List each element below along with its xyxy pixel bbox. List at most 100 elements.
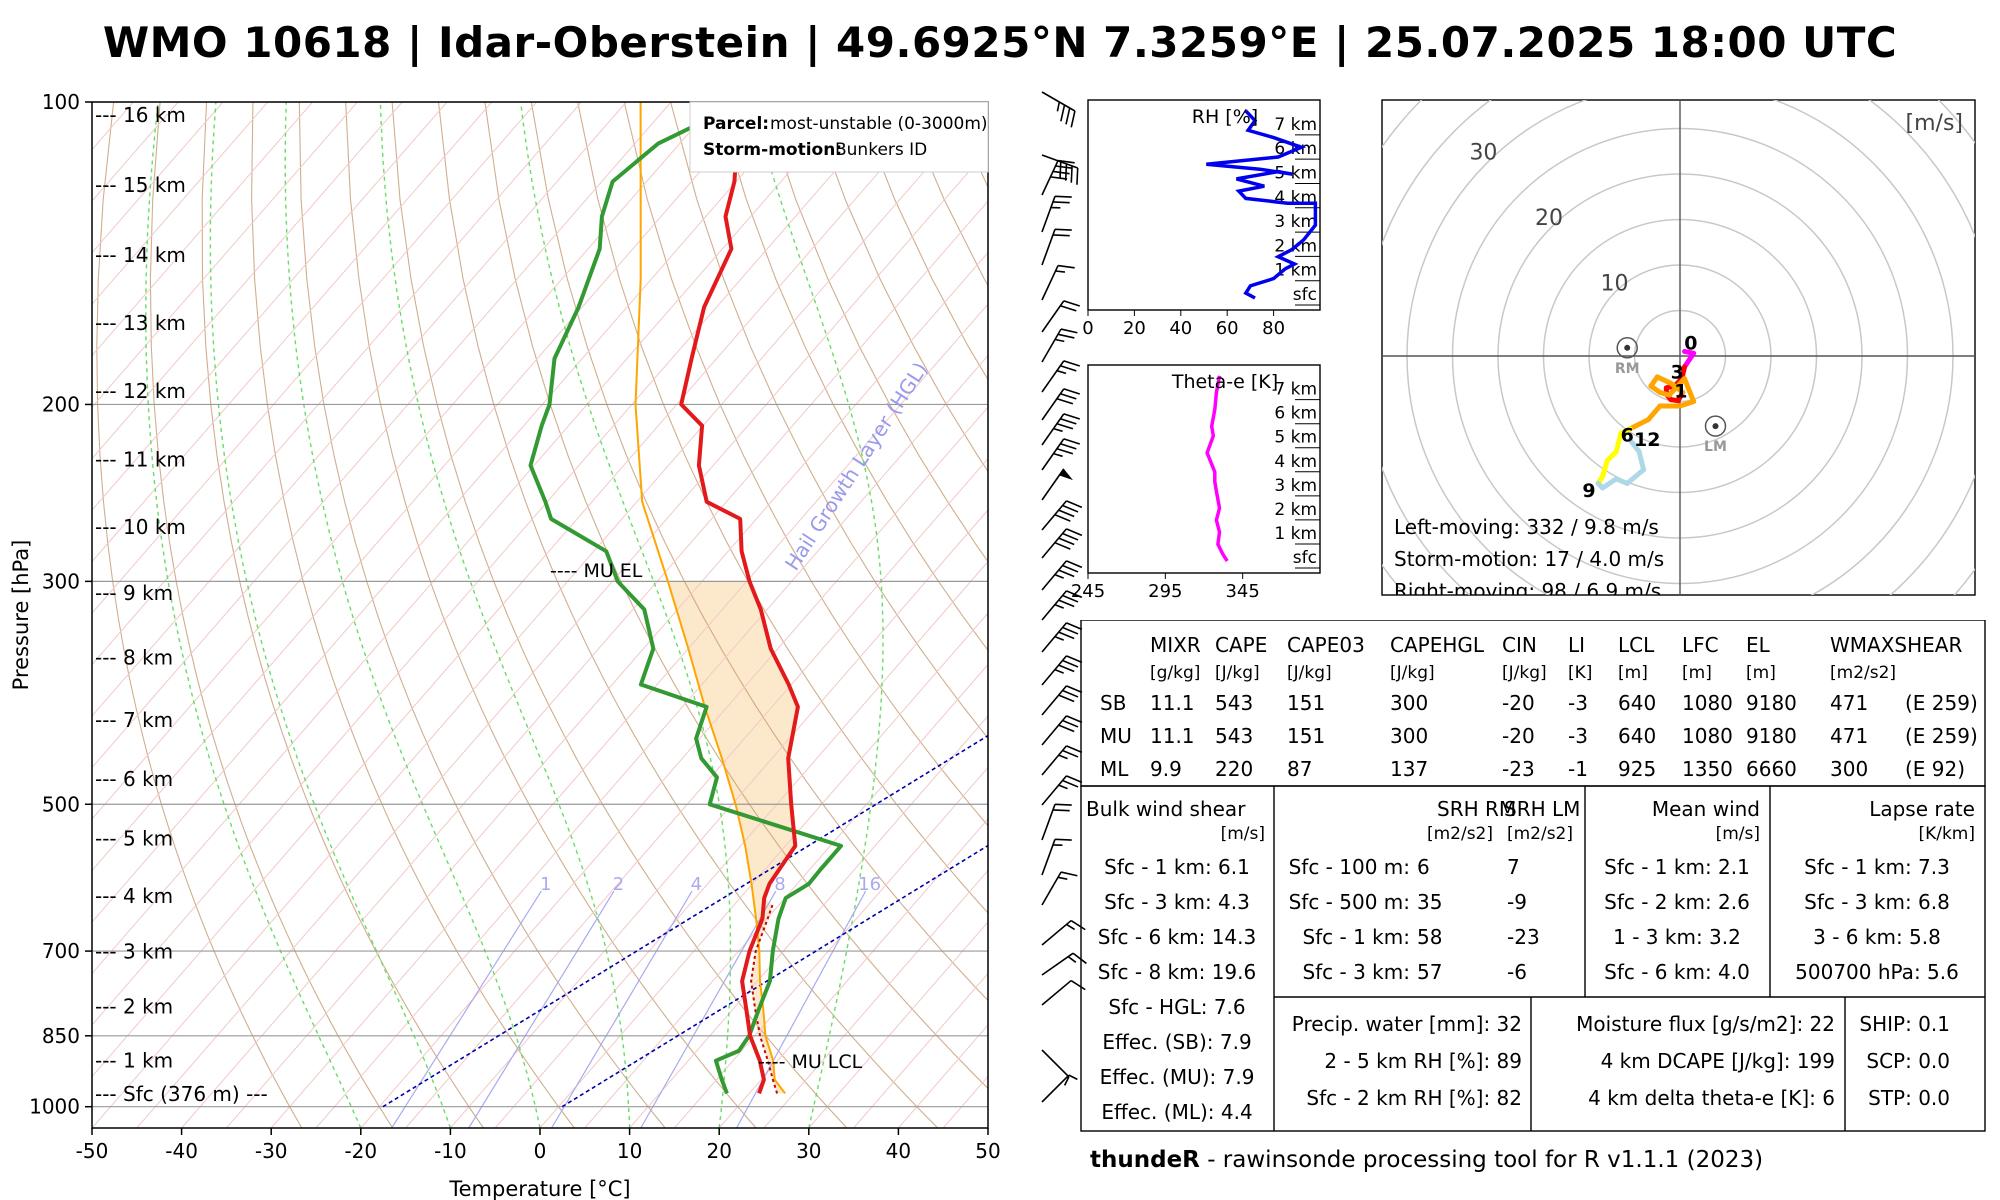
srh-lm-value: 7 [1507,855,1520,879]
mixing-ratio-label: 4 [691,874,702,895]
profile-height-label: 1 km [1274,524,1317,544]
x-tick-label: 10 [617,1139,642,1163]
barb-full [1056,397,1074,405]
barb-full [1052,170,1070,175]
params-header: MIXR [1150,633,1201,657]
hodograph-segment [1627,417,1651,432]
barb-full [1063,388,1081,395]
srh-lm-value: -23 [1507,925,1540,949]
srh-row-label: Sfc - 1 km: [1302,925,1410,949]
hodograph-ring-label: 40 [1404,80,1432,100]
storm-marker-ring [1704,415,1727,437]
params-cell: 300 [1830,757,1868,781]
wind-barb [1041,871,1078,906]
hodograph-height-mark: 0 [1684,332,1697,354]
barb-half [1056,101,1061,112]
profile-x-tick-label: 295 [1148,581,1182,602]
params-cell: 543 [1215,691,1253,715]
barb-full [1058,664,1075,673]
storm-motion-line: Storm-motion: 17 / 4.0 m/s [1394,547,1664,571]
moisture-row: Sfc - 2 km RH [%]: 82 [1306,1086,1522,1110]
profile-frame [1087,364,1321,574]
profile-height-label: sfc [1293,285,1317,305]
parameters-panel: MIXR CAPE CAPE03 CAPEHGL CIN LI LCL LFC EL WMAXSH… [1080,620,1986,1132]
isotherm [539,612,988,1128]
barb-full [1058,724,1075,733]
barb-full [1066,655,1083,664]
srh-lm-value: -6 [1507,960,1527,984]
barb-half [1058,784,1068,790]
flux-row: 4 km DCAPE [J/kg]: 199 [1601,1049,1835,1073]
barb-full [1054,228,1072,231]
barb-full [1066,590,1083,599]
barb-staff [1041,413,1065,446]
y-tick-label: 300 [42,569,80,593]
wind-barb [1041,979,1086,1006]
dry-adiabat [298,102,666,1128]
wind-barb [1041,919,1086,946]
barb-full [1062,719,1079,728]
mixing-ratio-label: 16 [858,874,881,895]
height-label: --- 7 km [95,708,173,732]
params-cell: -3 [1568,691,1588,715]
params-header: CAPE03 [1287,633,1365,657]
wind-barb [1041,228,1072,266]
barb-full [1066,528,1083,537]
hodograph-ring-label: 30 [1469,140,1497,165]
legend-storm-value: Bunkers ID [835,140,927,160]
barb-full [1056,447,1074,455]
params-cell: -23 [1502,757,1535,781]
isotherm [674,766,988,1128]
params-cell: 151 [1287,691,1325,715]
hodograph-ring-label: 20 [1535,206,1563,231]
isotherm [584,663,988,1128]
thetae-curve [1205,375,1229,562]
hodograph-plot: 10 20 30 40 [m/s] RM LM 0 13 6 12 9 Left-moving: 332… [1382,80,1975,595]
x-tick-label: 20 [706,1139,731,1163]
barb-full [1062,504,1079,513]
barb-full [1058,631,1075,640]
barb-full [1062,594,1079,603]
barb-full [1060,305,1077,312]
height-label: --- Sfc (376 m) --- [95,1082,268,1106]
indices-box [1080,785,1986,1132]
height-label: --- 10 km [95,515,186,539]
params-cell: (E 92) [1905,757,1965,781]
mean-wind-row: Sfc - 6 km: 4.0 [1604,960,1750,984]
wind-barb [1041,838,1072,876]
params-cell: 300 [1390,724,1428,748]
bulk-shear-row: Sfc - 1 km: 6.1 [1104,855,1250,879]
barb-full [1052,201,1070,204]
params-cell: 1080 [1682,724,1733,748]
params-cell: -20 [1502,724,1535,748]
x-tick-label: -20 [344,1139,377,1163]
barb-full [1060,871,1078,877]
params-unit: [J/kg] [1390,663,1435,683]
profile-height-label: 7 km [1274,380,1317,400]
barb-full [1062,749,1079,758]
params-cell: 9.9 [1150,757,1182,781]
profile-height-label: 3 km [1274,476,1317,496]
barb-full [1070,110,1076,128]
height-label: --- 4 km [95,884,173,908]
wind-barb [1041,775,1083,806]
x-tick-label: 30 [796,1139,821,1163]
isotherm [718,818,988,1128]
isotherm [270,303,988,1128]
wind-barb [1041,622,1083,653]
dry-adiabat [201,102,484,1128]
mean-wind-title: Mean wind [1652,797,1760,821]
y-axis-label: Pressure [hPa] [9,540,33,691]
wind-barb [1041,528,1083,559]
lapse-rate-row: Sfc - 1 km: 7.3 [1804,855,1950,879]
barb-full [1054,803,1072,806]
params-cell: 11.1 [1150,691,1195,715]
wind-barb [1041,952,1087,976]
dry-adiabat [577,102,988,914]
profile-height-label: 4 km [1274,452,1317,472]
mu-el-annotation: ---- MU EL [550,560,643,582]
moisture-row: Precip. water [mm]: 32 [1292,1012,1522,1036]
hodograph-segment [1600,458,1610,479]
isotherm [181,200,988,1128]
params-cell: -20 [1502,691,1535,715]
